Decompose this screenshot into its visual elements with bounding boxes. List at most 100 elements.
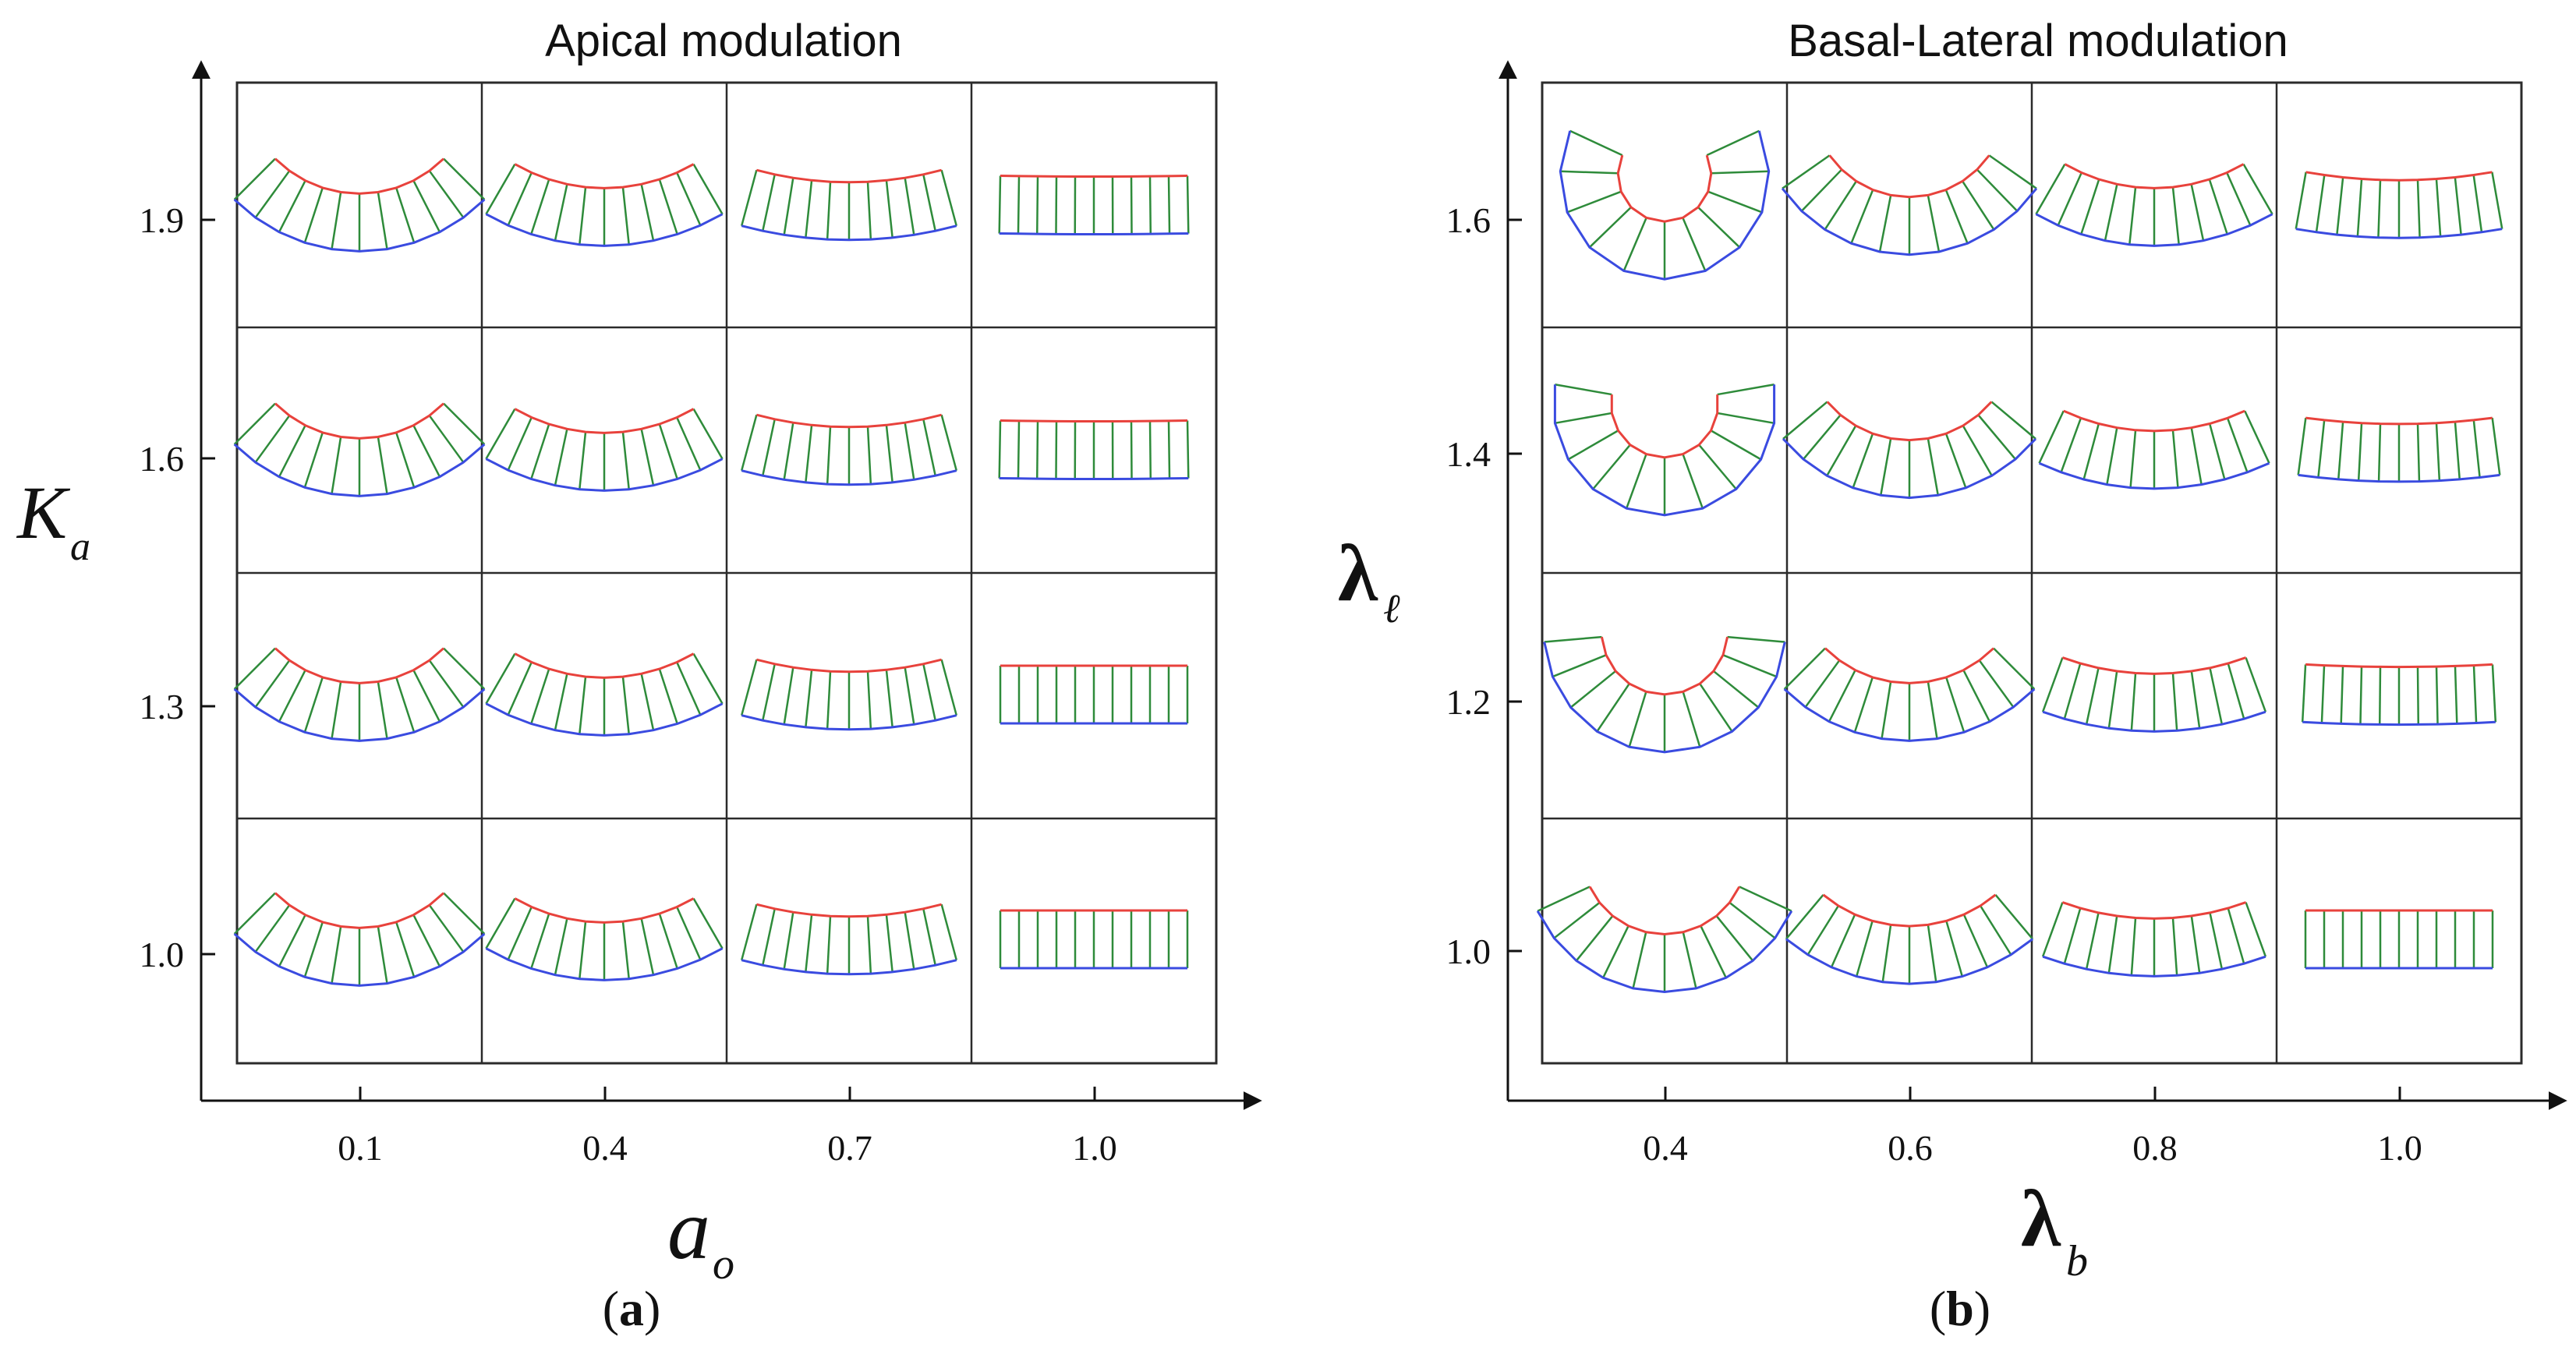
lateral-edge [658,179,678,235]
lateral-edge [412,180,441,233]
lateral-edge [507,907,533,960]
tissue-shape [998,419,1190,480]
lateral-edge [2080,179,2100,235]
lateral-edge [2171,430,2179,488]
lateral-edge [303,677,324,733]
lateral-edge [377,192,388,249]
apical-surface [1600,636,1729,696]
panel-a: Apical modulation 1.9 1.6 1.3 1.0 [16,16,1262,1336]
lateral-edge [2317,419,2326,478]
lateral-edge [885,670,893,728]
lateral-edge [1575,915,1614,962]
tissue-shape [741,903,957,976]
lateral-edge [395,432,416,488]
panel-b: Basal-Lateral modulation 1.6 1.4 1.2 1.0 [1338,16,2567,1336]
lateral-edge [412,425,441,478]
lateral-edge [1713,670,1760,709]
panel-a-ytick-label: 1.0 [140,935,185,974]
lateral-edge [1806,905,1839,956]
lateral-edge [2107,915,2118,974]
lateral-edge [621,186,630,245]
lateral-edge [885,180,893,239]
lateral-edge [233,157,276,200]
lateral-edge [1927,925,1937,982]
apical-surface [2305,416,2493,426]
lateral-edge [395,187,416,243]
lateral-edge [2226,417,2249,473]
lateral-edge [579,186,587,245]
lateral-edge [1715,915,1754,962]
lateral-edge [412,670,441,723]
tissue-shape [741,413,957,486]
basal-surface [741,469,957,486]
lateral-edge [783,177,794,235]
lateral-edge [2128,186,2137,245]
lateral-edge [579,431,587,490]
apical-surface [2063,409,2245,433]
lateral-edge [2106,427,2118,485]
lateral-edge [2295,171,2307,229]
lateral-edge [658,668,678,724]
panel-a-ytick-label: 1.9 [140,200,185,240]
lateral-edge [1682,454,1704,509]
tissue-shape [741,168,957,242]
lateral-edge [904,666,915,725]
lateral-edge [805,425,813,483]
lateral-edge [692,898,724,949]
basal-surface [485,947,724,981]
lateral-edge [1544,635,1602,643]
lateral-edge [233,402,276,445]
apical-surface [756,413,942,429]
lateral-edge [377,437,388,494]
tissue-shape [998,175,1190,235]
lateral-edge [2320,665,2326,723]
lateral-edge [2491,664,2497,723]
lateral-edge [428,659,465,708]
basal-surface [741,714,957,731]
lateral-edge [2454,666,2458,724]
lateral-edge [1035,176,1039,235]
lateral-edge [783,666,794,725]
lateral-edge [866,916,872,974]
panel-a-x-axis-subscript: o [713,1240,734,1289]
lateral-edge [254,415,291,463]
lateral-edge [1699,683,1733,733]
lateral-edge [1148,176,1152,235]
tissue-shape [2038,409,2270,490]
lateral-edge [826,182,832,240]
lateral-edge [2063,907,2082,964]
lateral-edge [1682,932,1697,989]
apical-surface [2061,901,2247,920]
lateral-edge [1722,654,1778,678]
lateral-edge [1803,414,1842,460]
lateral-edge [1717,383,1775,396]
lateral-edge [530,179,550,235]
panel-b-x-axis-symbol: λ [2021,1174,2061,1264]
lateral-edge [783,911,794,970]
panel-b-x-ticks [1664,1087,2401,1101]
lateral-edge [254,659,291,708]
apical-surface [274,892,444,929]
lateral-edge [377,681,388,739]
panel-a-xtick-label: 0.7 [827,1128,872,1168]
lateral-edge [1988,154,2037,189]
tissue-shape [999,909,1189,970]
lateral-edge [885,914,893,973]
tissue-shape [1785,893,2034,985]
lateral-edge [278,425,306,478]
lateral-edge [1976,168,2019,212]
lateral-edge [2435,666,2439,725]
tissue-shape [999,664,1189,725]
lateral-edge [1682,691,1701,748]
lateral-edge [331,926,342,984]
lateral-edge [783,422,794,480]
apical-surface [2064,163,2245,189]
panel-a-tissues [233,157,1190,987]
lateral-edge [395,921,416,978]
lateral-edge [1710,430,1762,461]
panel-b-y-axis-symbol: λ [1338,529,1378,618]
lateral-edge [2171,673,2178,731]
lateral-edge [1962,914,1989,968]
panel-b-tissues [1536,129,2503,994]
apical-surface [274,157,444,195]
